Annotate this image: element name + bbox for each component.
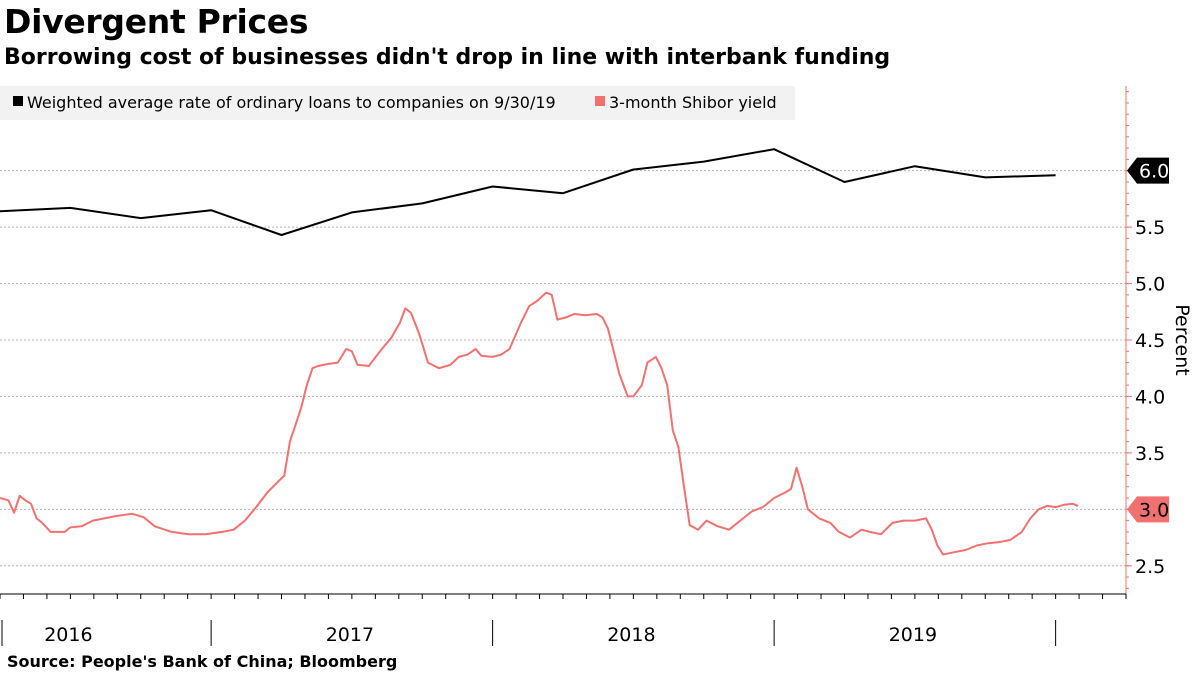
value-tag-label-shibor: 3.0 <box>1139 499 1169 521</box>
x-tick-label-2017: 2017 <box>326 624 374 646</box>
legend-label-loan-rate: Weighted average rate of ordinary loans … <box>27 93 556 112</box>
series-lines <box>0 149 1078 554</box>
y-tick-label-4.5: 4.5 <box>1135 330 1165 352</box>
value-tag-label-loan_rate: 6.0 <box>1139 161 1169 183</box>
series-line-shibor <box>0 293 1078 555</box>
legend-label-shibor: 3-month Shibor yield <box>609 93 777 112</box>
legend-swatch-loan-rate <box>13 96 23 106</box>
y-tick-label-5.0: 5.0 <box>1135 274 1165 296</box>
gridlines <box>0 171 1126 566</box>
y-tick-label-3.5: 3.5 <box>1135 443 1165 465</box>
legend-swatch-shibor <box>595 96 605 106</box>
legend: Weighted average rate of ordinary loans … <box>0 86 795 120</box>
y-tick-label-2.5: 2.5 <box>1135 556 1165 578</box>
y-axis-label: Percent <box>1171 304 1193 376</box>
y-tick-label-5.5: 5.5 <box>1135 217 1165 239</box>
x-tick-label-2019: 2019 <box>889 624 937 646</box>
x-tick-label-2018: 2018 <box>607 624 655 646</box>
x-tick-label-2016: 2016 <box>44 624 92 646</box>
axes: 2.53.03.54.04.55.05.56.02016201720182019 <box>0 86 1165 646</box>
y-tick-label-4.0: 4.0 <box>1135 386 1165 408</box>
series-line-loan_rate <box>0 149 1056 235</box>
source-note: Source: People's Bank of China; Bloomber… <box>7 652 397 671</box>
